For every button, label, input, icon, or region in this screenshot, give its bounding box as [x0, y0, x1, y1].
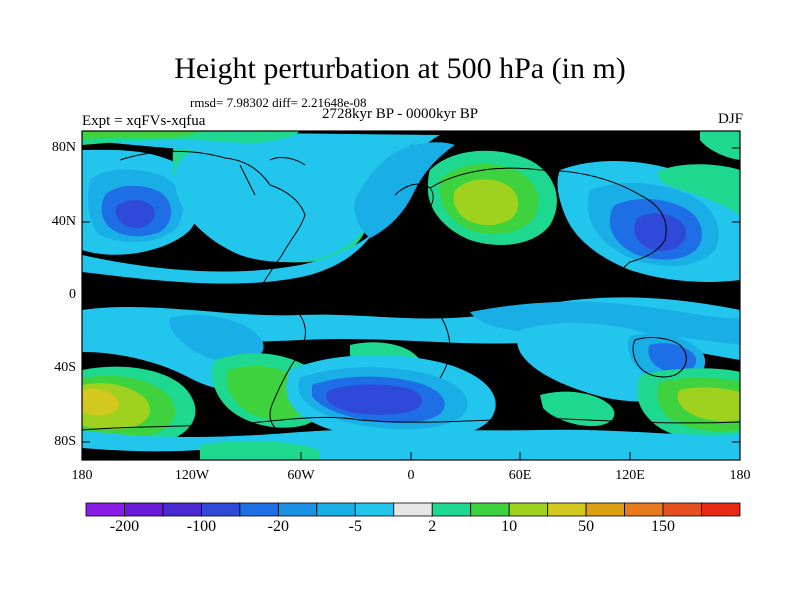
- colorbar-swatch: [124, 502, 164, 517]
- x-tick-label: 60E: [508, 468, 532, 483]
- contour-band: [453, 179, 519, 226]
- contour-band: [326, 384, 423, 415]
- colorbar-swatch: [354, 502, 395, 517]
- x-tick-label: 60W: [287, 468, 315, 483]
- contour-band: [169, 314, 264, 363]
- coastlines: [82, 150, 740, 431]
- contour-field: [82, 131, 740, 460]
- x-tick-label: 0: [407, 468, 415, 483]
- colorbar-swatch: [470, 502, 510, 517]
- contour-band: [634, 213, 687, 251]
- x-tick-label: 180: [729, 468, 751, 483]
- contour-band: [82, 131, 440, 284]
- colorbar-tick-label: -20: [267, 518, 289, 535]
- colorbar-swatch: [431, 502, 472, 517]
- colorbar-swatch: [701, 502, 741, 517]
- contour-band: [700, 131, 740, 160]
- colorbar: [85, 502, 741, 517]
- colorbar-tick-label: 50: [578, 518, 595, 535]
- contour-band: [82, 448, 200, 460]
- colorbar-swatch: [162, 502, 202, 517]
- colorbar-tick-label: 2: [428, 518, 437, 535]
- coastline-australia: [632, 337, 687, 378]
- colorbar-swatch: [624, 502, 664, 517]
- stats-line: rmsd= 7.98302 diff= 2.21648e-08: [190, 95, 367, 110]
- x-tick-label: 180: [71, 468, 93, 483]
- colorbar-swatch: [508, 502, 549, 517]
- colorbar-swatch: [316, 502, 356, 517]
- season-label: DJF: [717, 111, 743, 127]
- colorbar-swatch: [662, 502, 702, 517]
- contour-band: [82, 131, 200, 139]
- colorbar-tick-label: 10: [501, 518, 518, 535]
- contour-band: [658, 164, 740, 215]
- contour-band: [82, 388, 120, 416]
- colorbar-tick-label: -5: [348, 518, 362, 535]
- coastline-south-america: [261, 302, 306, 431]
- map-title: Height perturbation at 500 hPa (in m): [174, 52, 626, 85]
- contour-band: [200, 440, 320, 460]
- colorbar-swatch: [277, 502, 318, 517]
- colorbar-swatch: [201, 502, 241, 517]
- colorbar-swatch: [85, 502, 125, 517]
- colorbar-tick-label: -200: [109, 518, 140, 535]
- coastline-north-america: [119, 150, 306, 306]
- coastline-antarctica: [82, 416, 740, 431]
- contour-band: [354, 142, 455, 238]
- colorbar-swatch: [393, 502, 433, 517]
- colorbar-swatch: [239, 502, 279, 517]
- contour-band: [115, 199, 155, 229]
- y-tick-label: 80S: [54, 434, 76, 449]
- y-tick-label: 80N: [51, 140, 76, 155]
- contour-band: [540, 391, 615, 427]
- coastline-europe-africa: [391, 183, 451, 379]
- colorbar-tick-label: 150: [651, 518, 676, 535]
- y-tick-label: 0: [69, 287, 76, 302]
- experiment-label: Expt = xqFVs-xqfua: [82, 113, 206, 129]
- colorbar-tick-label: -100: [186, 518, 217, 535]
- x-tick-label: 120W: [174, 468, 210, 483]
- period-label: 2728kyr BP - 0000kyr BP: [322, 106, 479, 122]
- x-tick-label: 120E: [615, 468, 645, 483]
- y-tick-label: 40N: [51, 214, 76, 229]
- contour-band: [470, 301, 740, 345]
- contour-band: [677, 387, 740, 422]
- coastline-asia: [429, 167, 667, 289]
- colorbar-swatch: [547, 502, 587, 517]
- colorbar-swatch: [585, 502, 625, 517]
- axis-ticks: [81, 147, 741, 460]
- y-tick-label: 40S: [54, 360, 76, 375]
